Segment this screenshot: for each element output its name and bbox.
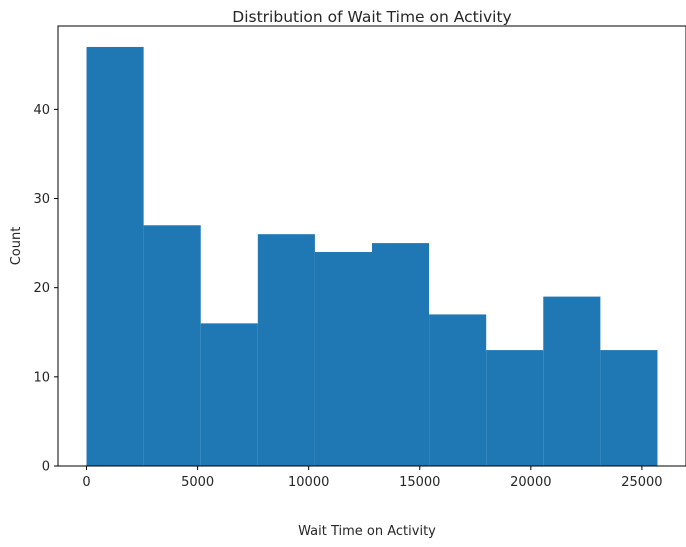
x-tick-label: 0 — [82, 475, 90, 490]
histogram-bar — [314, 252, 372, 466]
histogram-bar — [86, 46, 144, 466]
y-tick-label: 20 — [33, 281, 50, 296]
histogram-bars — [86, 46, 658, 466]
x-tick-label: 25000 — [621, 475, 662, 490]
histogram-bar — [143, 225, 201, 466]
histogram-bar — [486, 350, 544, 466]
y-tick-label: 10 — [33, 370, 50, 385]
x-axis-label: Wait Time on Activity — [298, 524, 436, 539]
histogram-bar — [543, 296, 601, 466]
x-tick-label: 5000 — [181, 475, 214, 490]
histogram-bar — [200, 323, 258, 466]
histogram-bar — [429, 314, 487, 466]
y-axis-ticks: 0 10 20 30 40 — [33, 103, 58, 475]
x-tick-label: 15000 — [399, 475, 440, 490]
plot-frame — [57, 25, 686, 467]
y-tick-label: 0 — [42, 460, 50, 475]
x-axis-ticks: 0 5000 10000 15000 20000 25000 — [82, 466, 663, 490]
y-tick-label: 30 — [33, 192, 50, 207]
y-axis-label: Count — [9, 227, 24, 266]
histogram-bar — [257, 234, 315, 466]
chart-title: Distribution of Wait Time on Activity — [232, 8, 511, 26]
x-tick-label: 10000 — [288, 475, 329, 490]
x-tick-label: 20000 — [510, 475, 551, 490]
y-tick-label: 40 — [33, 103, 50, 118]
histogram-bar — [372, 243, 430, 466]
histogram-bar — [600, 350, 658, 466]
